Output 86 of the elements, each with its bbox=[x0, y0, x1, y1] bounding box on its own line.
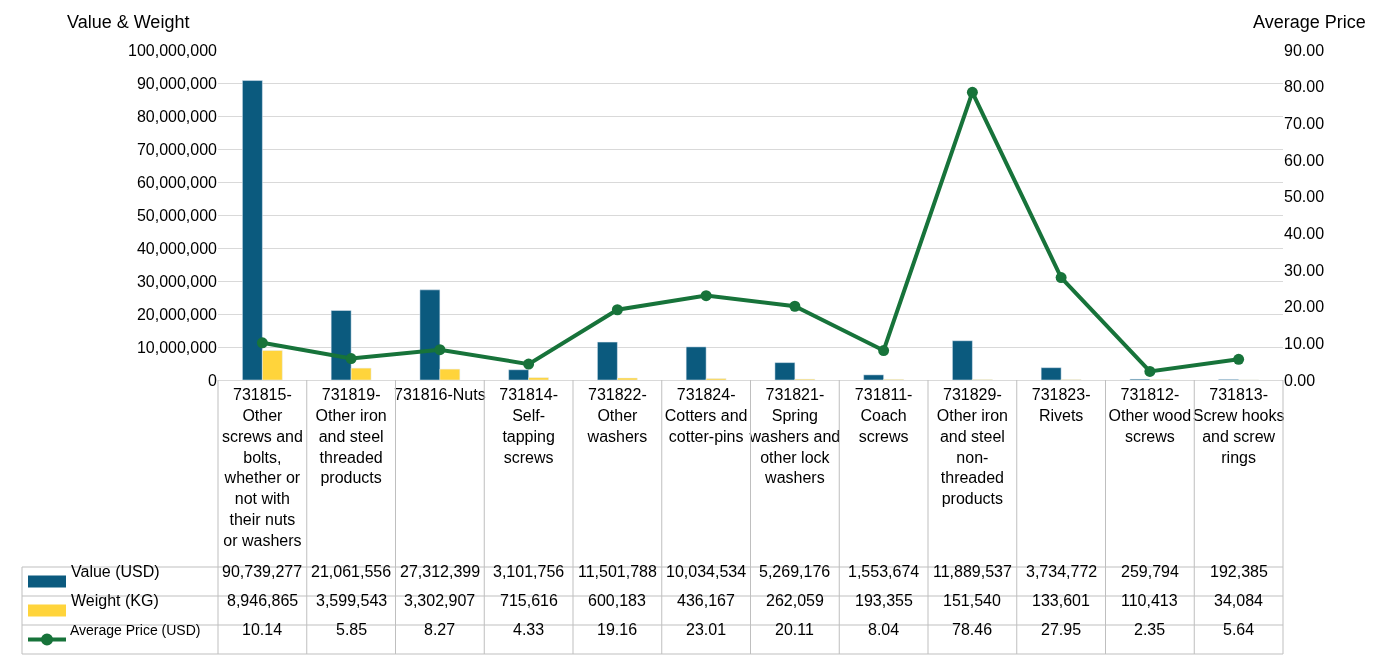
y-axis-title: Value & Weight bbox=[67, 12, 190, 32]
legend-label: Average Price (USD) bbox=[70, 622, 201, 638]
data-label: 19.16 bbox=[597, 621, 638, 638]
data-label: 10.14 bbox=[242, 621, 283, 638]
y-tick-label: 30,000,000 bbox=[136, 272, 218, 290]
point bbox=[523, 358, 535, 370]
y-tick-label: 10,000,000 bbox=[136, 338, 218, 356]
data-label: 90,739,277 bbox=[222, 563, 303, 580]
y2-tick-label: 10.00 bbox=[1284, 334, 1325, 352]
data-label: 2.35 bbox=[1134, 621, 1166, 638]
data-label: 259,794 bbox=[1121, 563, 1179, 580]
x-tick-label: 731815-Other screws and bolts, whether or not with their nuts or washers bbox=[221, 386, 303, 549]
x-tick-label: 731821-Spring washers and other lock washers bbox=[748, 386, 841, 487]
y2-tick-label: 90.00 bbox=[1284, 41, 1325, 59]
data-label: 193,355 bbox=[855, 592, 913, 609]
point bbox=[878, 345, 890, 357]
y2-tick-label: 30.00 bbox=[1284, 261, 1325, 279]
data-label: 600,183 bbox=[588, 592, 646, 609]
x-tick-label: 731824-Cotters and cotter-pins bbox=[664, 386, 748, 445]
y2-tick-label: 40.00 bbox=[1284, 224, 1325, 242]
x-tick-label: 731819-Other iron and steel threaded products bbox=[315, 386, 387, 487]
y-tick-label: 80,000,000 bbox=[136, 107, 218, 125]
data-label: 110,413 bbox=[1121, 592, 1178, 609]
legend-label: Value (USD) bbox=[71, 563, 160, 580]
x-tick-label: 731812-Other wood screws bbox=[1108, 386, 1192, 445]
data-label: 133,601 bbox=[1032, 592, 1090, 609]
data-label: 8,946,865 bbox=[227, 592, 299, 609]
x-tick-label: 731822-Other washers bbox=[586, 386, 648, 445]
y-tick-label: 100,000,000 bbox=[128, 41, 218, 59]
data-label: 151,540 bbox=[943, 592, 1001, 609]
y-tick-label: 0 bbox=[208, 371, 218, 389]
data-label: 5.64 bbox=[1223, 621, 1255, 638]
data-label: 27.95 bbox=[1041, 621, 1082, 638]
point bbox=[434, 344, 446, 356]
x-tick-label: 731811-Coach screws bbox=[854, 386, 913, 445]
data-label: 4.33 bbox=[513, 621, 545, 638]
y2-tick-label: 0.00 bbox=[1284, 371, 1316, 389]
x-tick-label: 731813-Screw hooks and screw rings bbox=[1192, 386, 1285, 466]
data-label: 5.85 bbox=[336, 621, 368, 638]
y-tick-label: 60,000,000 bbox=[136, 173, 218, 191]
data-label: 23.01 bbox=[686, 621, 727, 638]
y2-axis-title: Average Price bbox=[1253, 12, 1366, 32]
x-tick-label: 731823-Rivets bbox=[1031, 386, 1091, 424]
data-label: 3,101,756 bbox=[493, 563, 565, 580]
y-tick-label: 70,000,000 bbox=[136, 140, 218, 158]
y-tick-label: 50,000,000 bbox=[136, 206, 218, 224]
y2-tick-label: 20.00 bbox=[1284, 298, 1325, 316]
data-label: 3,302,907 bbox=[404, 592, 476, 609]
data-label: 21,061,556 bbox=[311, 563, 392, 580]
data-label: 192,385 bbox=[1210, 563, 1268, 580]
data-label: 11,501,788 bbox=[578, 563, 657, 580]
x-tick-label: 731814-Self-tapping screws bbox=[499, 386, 558, 466]
data-label: 715,616 bbox=[500, 592, 558, 609]
point bbox=[345, 353, 357, 365]
data-label: 34,084 bbox=[1214, 592, 1264, 609]
point bbox=[1055, 272, 1067, 284]
y2-tick-label: 80.00 bbox=[1284, 78, 1325, 96]
point bbox=[1144, 365, 1156, 377]
y2-tick-label: 50.00 bbox=[1284, 188, 1325, 206]
data-label: 10,034,534 bbox=[666, 563, 747, 580]
x-tick-label: 731816-Nuts bbox=[394, 386, 486, 404]
data-label: 11,889,537 bbox=[933, 563, 1012, 580]
legend-label: Weight (KG) bbox=[71, 592, 159, 609]
data-label: 78.46 bbox=[952, 621, 993, 638]
point bbox=[611, 304, 623, 316]
y2-tick-label: 60.00 bbox=[1284, 151, 1325, 169]
data-label: 20.11 bbox=[775, 621, 814, 638]
data-label: 3,599,543 bbox=[316, 592, 388, 609]
point bbox=[700, 290, 712, 302]
data-label: 436,167 bbox=[677, 592, 735, 609]
y2-tick-label: 70.00 bbox=[1284, 114, 1325, 132]
data-label: 27,312,399 bbox=[400, 563, 481, 580]
y-tick-label: 20,000,000 bbox=[136, 305, 218, 323]
data-label: 8.27 bbox=[424, 621, 456, 638]
data-label: 3,734,772 bbox=[1026, 563, 1098, 580]
point bbox=[966, 86, 978, 98]
data-label: 5,269,176 bbox=[759, 563, 831, 580]
data-label: 262,059 bbox=[766, 592, 824, 609]
point bbox=[256, 337, 268, 349]
point bbox=[1233, 353, 1245, 365]
y-tick-label: 40,000,000 bbox=[136, 239, 218, 257]
data-label: 1,553,674 bbox=[848, 563, 920, 580]
data-label: 8.04 bbox=[868, 621, 900, 638]
y-tick-label: 90,000,000 bbox=[136, 74, 218, 92]
x-tick-label: 731829-Other iron and steel non-threaded products bbox=[936, 386, 1008, 508]
point bbox=[789, 300, 801, 312]
